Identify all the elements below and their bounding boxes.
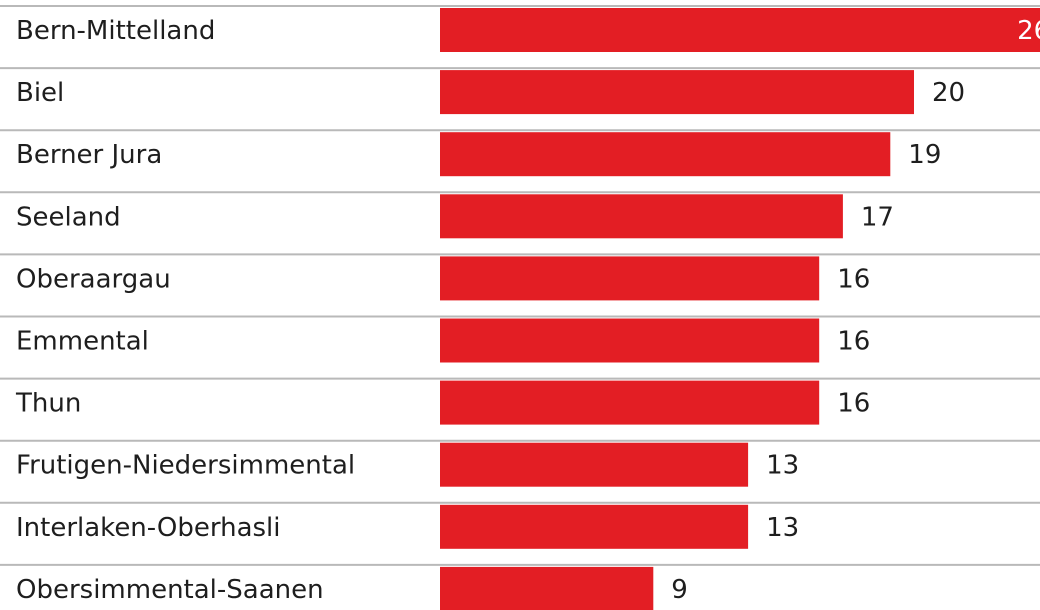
- value-label: 16: [837, 389, 870, 419]
- value-label: 26: [1017, 16, 1040, 46]
- category-label: Oberaargau: [16, 264, 171, 294]
- bar: [440, 8, 1040, 52]
- bar: [440, 70, 914, 115]
- category-label: Berner Jura: [16, 140, 162, 170]
- bar: [440, 442, 749, 487]
- category-label: Thun: [15, 389, 81, 419]
- value-label: 16: [837, 327, 870, 357]
- category-label: Obersimmental-Saanen: [16, 575, 324, 605]
- bar: [440, 194, 843, 239]
- value-label: 13: [766, 451, 799, 481]
- value-label: 16: [837, 264, 870, 294]
- value-label: 20: [932, 78, 965, 108]
- category-label: Biel: [16, 78, 64, 108]
- bar: [440, 504, 749, 549]
- bar: [440, 566, 654, 610]
- value-label: 13: [766, 513, 799, 543]
- category-label: Emmental: [16, 327, 149, 357]
- bar: [440, 318, 820, 363]
- value-label: 19: [908, 140, 941, 170]
- category-label: Frutigen-Niedersimmental: [16, 451, 355, 481]
- category-label: Interlaken-Oberhasli: [16, 513, 281, 543]
- category-label: Bern-Mittelland: [16, 16, 215, 46]
- value-label: 9: [671, 575, 688, 605]
- bar: [440, 132, 891, 177]
- value-label: 17: [861, 202, 894, 232]
- category-label: Seeland: [16, 202, 121, 232]
- bar: [440, 380, 820, 425]
- bar: [440, 256, 820, 301]
